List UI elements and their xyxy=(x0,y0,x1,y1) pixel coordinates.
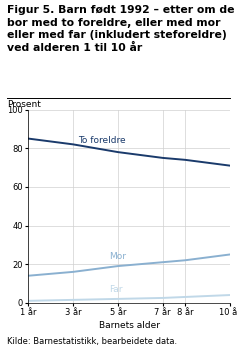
Text: Kilde: Barnestatistikk, bearbeidete data.: Kilde: Barnestatistikk, bearbeidete data… xyxy=(7,337,177,346)
X-axis label: Barnets alder: Barnets alder xyxy=(99,322,160,331)
Text: To foreldre: To foreldre xyxy=(78,136,125,145)
Text: Figur 5. Barn født 1992 – etter om de
bor med to foreldre, eller med mor
eller m: Figur 5. Barn født 1992 – etter om de bo… xyxy=(7,5,235,53)
Text: Far: Far xyxy=(109,285,123,294)
Text: Prosent: Prosent xyxy=(7,100,41,109)
Text: Mor: Mor xyxy=(109,252,126,261)
